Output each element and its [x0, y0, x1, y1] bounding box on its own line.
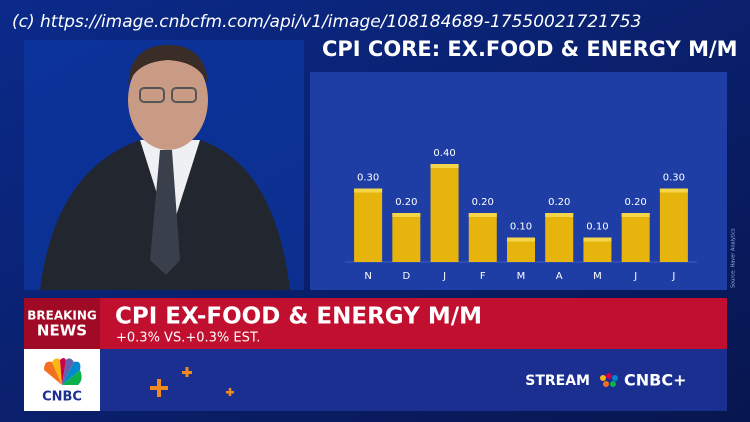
bar — [430, 164, 459, 262]
value-label: 0.20 — [548, 197, 570, 208]
brand-label: CNBC+ — [624, 371, 686, 390]
decor-plus — [150, 367, 234, 397]
bar-cap — [468, 213, 497, 217]
x-tick-label: M — [517, 271, 526, 282]
bar — [507, 237, 535, 262]
x-tick-label: M — [593, 271, 602, 282]
mini-peacock — [600, 373, 618, 387]
bar — [659, 188, 688, 262]
logo-text: CNBC — [42, 390, 82, 405]
tag-line: BREAKING — [27, 309, 97, 323]
bar-cap — [621, 213, 650, 217]
bar-cap — [392, 213, 421, 217]
bar-cap — [545, 213, 574, 217]
x-tick-label: J — [442, 271, 446, 282]
headline: CPI EX-FOOD & ENERGY M/M — [115, 304, 482, 330]
bar — [621, 213, 650, 262]
x-tick-label: N — [364, 271, 371, 282]
anchor — [40, 45, 290, 290]
source-note: Source: Haver Analytics — [731, 228, 737, 288]
value-label: 0.10 — [510, 222, 532, 233]
x-tick-label: J — [671, 271, 675, 282]
bar-cap — [507, 237, 535, 242]
bar-cap — [430, 164, 459, 168]
watermark: (c) https://image.cnbcfm.com/api/v1/imag… — [12, 12, 641, 32]
ticker-bar — [24, 349, 727, 411]
bar-cap — [659, 188, 688, 193]
chart-title: CPI CORE: EX.FOOD & ENERGY M/M — [322, 37, 738, 61]
x-tick-label: D — [402, 271, 410, 282]
value-label: 0.20 — [472, 197, 494, 208]
value-label: 0.20 — [625, 197, 647, 208]
value-label: 0.30 — [357, 173, 379, 184]
breaking-tag — [24, 298, 100, 349]
bar — [545, 213, 574, 262]
bar — [354, 188, 383, 262]
x-tick-label: A — [556, 271, 563, 282]
peacock — [44, 358, 82, 385]
bar-cap — [583, 237, 612, 242]
bar-cap — [354, 188, 383, 193]
value-label: 0.20 — [395, 197, 417, 208]
x-tick-label: F — [480, 271, 486, 282]
value-label: 0.30 — [663, 173, 685, 184]
subline: +0.3% VS.+0.3% EST. — [116, 331, 260, 346]
bar — [392, 213, 421, 262]
bar — [583, 237, 612, 262]
stream-label: STREAM — [525, 373, 590, 389]
headline-bar — [24, 298, 727, 349]
bar — [468, 213, 497, 262]
tag-line: NEWS — [37, 322, 87, 340]
value-label: 0.10 — [586, 222, 608, 233]
x-tick-label: J — [633, 271, 637, 282]
value-label: 0.40 — [433, 148, 455, 159]
